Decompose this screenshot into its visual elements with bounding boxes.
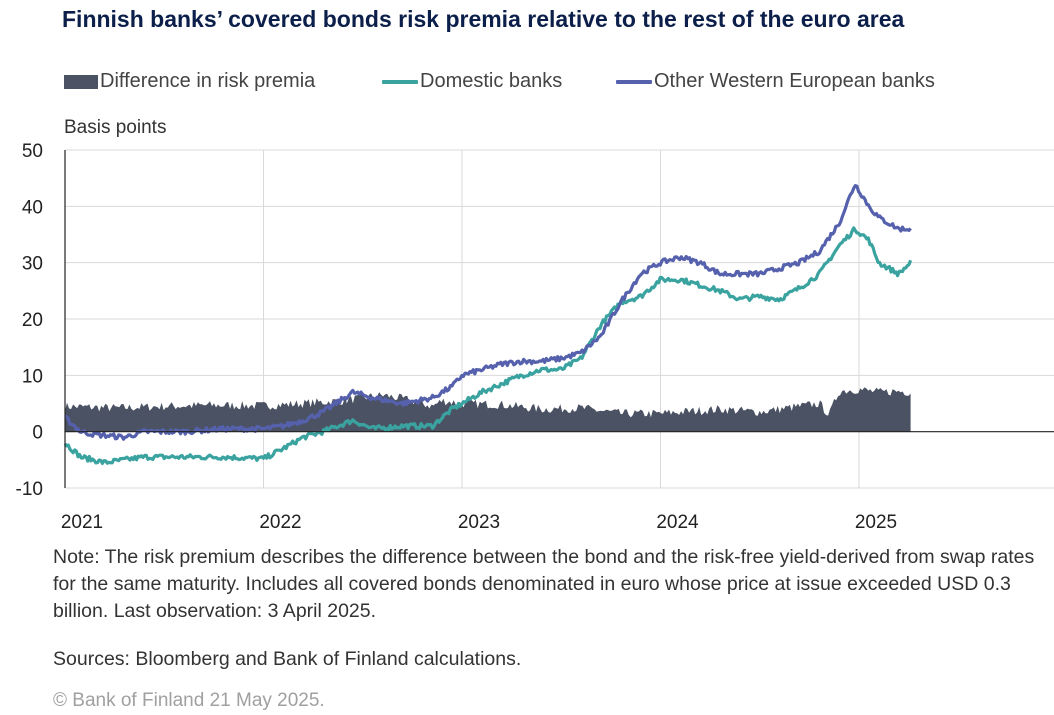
legend-label-other: Other Western European banks xyxy=(654,70,935,92)
difference-area xyxy=(65,387,911,432)
sources-text: Sources: Bloomberg and Bank of Finland c… xyxy=(53,648,522,670)
y-tick-label: 40 xyxy=(22,197,43,218)
y-tick-label: -10 xyxy=(16,479,43,500)
x-tick-label: 2024 xyxy=(656,512,699,533)
x-tick-label: 2021 xyxy=(61,512,103,533)
y-tick-label: 50 xyxy=(22,141,43,162)
chart-title: Finnish banks’ covered bonds risk premia… xyxy=(62,6,905,32)
y-tick-label: 20 xyxy=(22,310,43,331)
legend-label-difference: Difference in risk premia xyxy=(100,70,316,92)
x-tick-label: 2023 xyxy=(458,512,500,533)
legend-swatch-line xyxy=(616,79,652,84)
legend-swatch-bar xyxy=(64,74,98,89)
other-banks-line xyxy=(64,184,912,441)
domestic-banks-line xyxy=(63,226,913,465)
y-axis-label: Basis points xyxy=(64,117,167,138)
legend-label-domestic: Domestic banks xyxy=(420,70,563,92)
legend-item-difference: Difference in risk premia xyxy=(64,70,315,93)
y-tick-label: 0 xyxy=(32,423,43,444)
plot-area: -10 0 10 20 30 40 50 2021 2022 2023 2024 2025 xyxy=(16,141,1054,533)
legend-item-domestic: Domestic banks xyxy=(382,70,562,93)
note-text: Note: The risk premium describes the dif… xyxy=(53,546,1035,622)
x-tick-label: 2022 xyxy=(259,512,301,533)
copyright-text: © Bank of Finland 21 May 2025. xyxy=(53,690,325,711)
y-tick-label: 10 xyxy=(22,366,43,387)
legend-swatch-line xyxy=(382,79,418,84)
y-tick-label: 30 xyxy=(22,254,43,275)
x-tick-label: 2025 xyxy=(855,512,897,533)
legend-item-other: Other Western European banks xyxy=(616,70,935,93)
